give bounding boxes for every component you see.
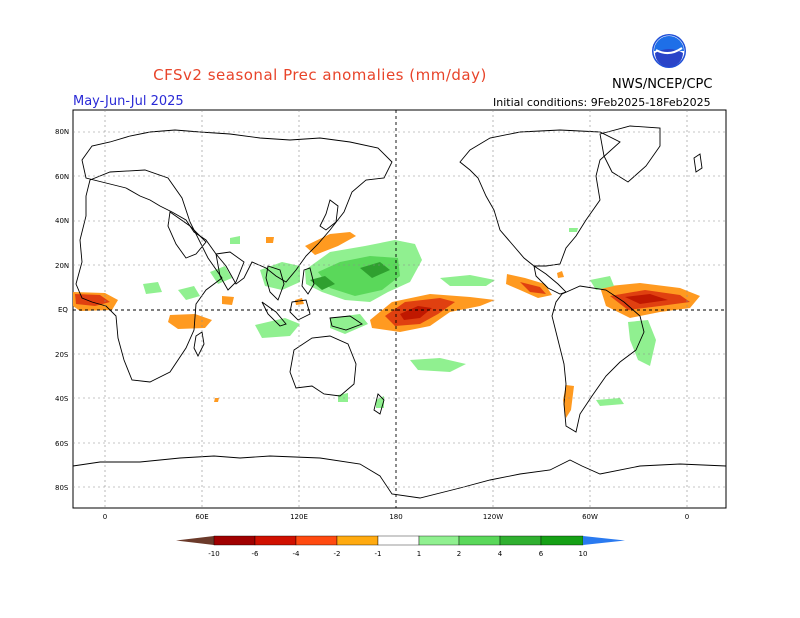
- dry-speck-4: [295, 298, 304, 305]
- wet-speck-1: [230, 236, 240, 244]
- lat-label: 40N: [55, 217, 69, 225]
- agency-label: NWS/NCEP/CPC: [612, 77, 713, 92]
- colorbar-label: 1: [417, 550, 421, 558]
- dry-region-south-america: [563, 385, 574, 418]
- central-america-outline: [533, 265, 567, 295]
- dry-speck-2: [266, 237, 274, 243]
- lat-labels: 80N 60N 40N 20N EQ 20S 40S 60S 80S: [55, 128, 69, 492]
- lon-label: 60W: [582, 513, 598, 521]
- wet-speck-2: [569, 228, 578, 232]
- india-outline: [215, 251, 245, 291]
- colorbar-label: -10: [208, 550, 219, 558]
- indochina-outline: [265, 265, 285, 301]
- dry-region-bay-of-bengal: [222, 296, 234, 305]
- wet-region-brazil: [628, 320, 656, 366]
- lon-label: 120W: [483, 513, 503, 521]
- colorbar-segment: [295, 535, 338, 546]
- lon-label: 0: [685, 513, 689, 521]
- dry-speck-3: [557, 271, 564, 278]
- wet-region-se-asia: [260, 262, 300, 290]
- colorbar-segment: [458, 535, 501, 546]
- colorbar-label: 4: [498, 550, 503, 558]
- colorbar-label: -1: [375, 550, 382, 558]
- colorbar-label: -6: [252, 550, 260, 558]
- north-america-outline: [459, 129, 621, 267]
- uk-outline: [693, 153, 703, 173]
- eurasia-outline: [81, 129, 393, 285]
- colorbar-arrow-left: [176, 536, 214, 545]
- dry-core-west-africa: [75, 294, 110, 306]
- wet-region-caribbean: [590, 276, 614, 290]
- new-guinea-outline: [329, 315, 363, 331]
- lon-label: 0: [103, 513, 107, 521]
- anomaly-fills: [73, 228, 700, 418]
- wet-region-indonesia: [330, 314, 368, 334]
- lat-label: 80N: [55, 128, 69, 136]
- antarctica-outline: [72, 455, 727, 499]
- madagascar-outline: [193, 331, 205, 358]
- new-zealand-outline: [373, 393, 385, 415]
- australia-outline: [289, 335, 357, 397]
- lat-label: 60S: [55, 440, 69, 448]
- dry-core-east-pacific: [520, 282, 546, 294]
- lat-label: EQ: [58, 306, 68, 314]
- colorbar-segment: [377, 535, 420, 546]
- colorbar-segment: [540, 535, 584, 546]
- wet-region-maritime: [255, 318, 300, 338]
- period-label: May-Jun-Jul 2025: [73, 94, 184, 109]
- dry-region-indian-ocean: [168, 314, 212, 329]
- grid-lines: [73, 110, 726, 508]
- colorbar-segment: [336, 535, 379, 546]
- colorbar-label: 2: [457, 550, 461, 558]
- wet-region-sahel: [143, 282, 162, 294]
- wet-region-sw-pacific: [410, 358, 466, 372]
- philippines-outline: [301, 267, 315, 295]
- chart-title: CFSv2 seasonal Prec anomalies (mm/day): [153, 66, 487, 84]
- noaa-logo: [652, 34, 686, 68]
- africa-outline: [75, 169, 223, 383]
- lat-label: 20N: [55, 262, 69, 270]
- wet-core-west-pacific-2: [360, 262, 390, 278]
- colorbar-segment: [254, 535, 297, 546]
- lat-label: 40S: [55, 395, 69, 403]
- lon-label: 60E: [195, 513, 208, 521]
- coastlines: [72, 125, 727, 499]
- lon-labels: 0 60E 120E 180 120W 60W 0: [103, 513, 689, 521]
- greenland-outline: [599, 125, 661, 183]
- colorbar-arrow-right: [583, 536, 625, 545]
- dry-speck-1: [214, 398, 219, 402]
- lon-label: 180: [389, 513, 402, 521]
- colorbar: -10 -6 -4 -2 -1 1 2 4 6 10: [176, 535, 625, 558]
- wet-region-itcz: [440, 275, 495, 286]
- initial-conditions-label: Initial conditions: 9Feb2025-18Feb2025: [493, 96, 711, 109]
- south-america-outline: [551, 285, 645, 433]
- wet-region-india: [210, 266, 232, 284]
- colorbar-label: 6: [539, 550, 544, 558]
- colorbar-segment: [213, 535, 256, 546]
- lon-label: 120E: [290, 513, 308, 521]
- colorbar-label: -4: [293, 550, 301, 558]
- lat-label: 60N: [55, 173, 69, 181]
- wet-region-south-atlantic: [596, 398, 624, 406]
- wet-speck-3: [376, 396, 384, 408]
- dry-darkest-central-pacific: [400, 306, 432, 320]
- wet-core-west-pacific: [310, 276, 335, 290]
- colorbar-label: 10: [579, 550, 588, 558]
- wet-region-east-africa: [178, 286, 200, 300]
- colorbar-segment: [499, 535, 542, 546]
- dry-region-west-pacific: [305, 232, 356, 255]
- lat-label: 20S: [55, 351, 69, 359]
- colorbar-label: -2: [334, 550, 341, 558]
- japan-outline: [319, 199, 339, 231]
- colorbar-segment: [418, 535, 460, 546]
- dry-darkest-atlantic: [625, 294, 668, 304]
- lat-label: 80S: [55, 484, 69, 492]
- arabia-outline: [167, 211, 207, 259]
